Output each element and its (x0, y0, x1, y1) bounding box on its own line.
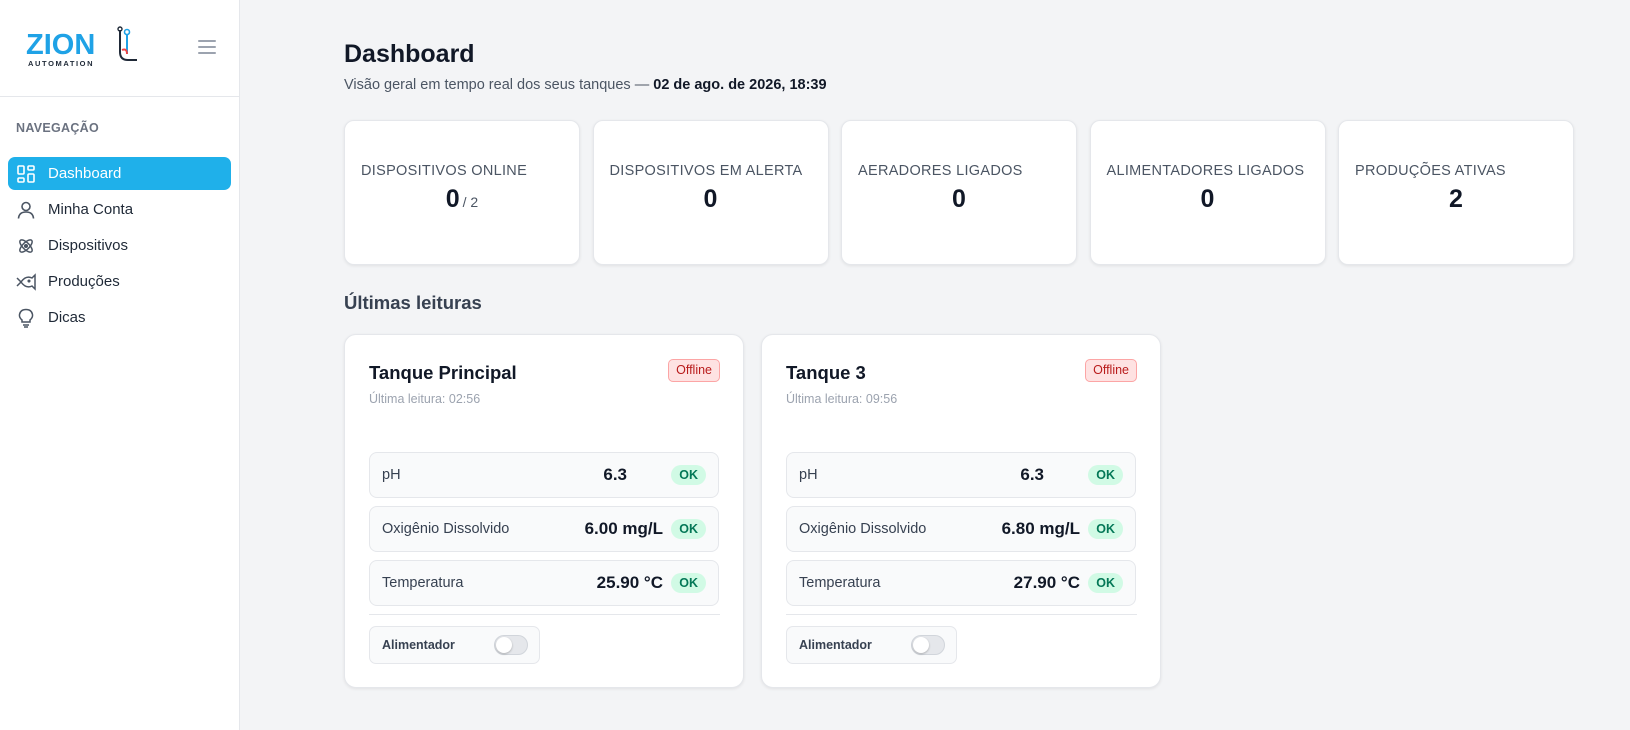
stats-row: DISPOSITIVOS ONLINE 0/ 2 DISPOSITIVOS EM… (344, 120, 1574, 265)
feeder-toggle[interactable] (494, 635, 528, 655)
reading-value: 6.00 mg/L (584, 519, 663, 538)
fish-icon (16, 272, 36, 292)
atom-icon (16, 236, 36, 256)
nav-section-title: NAVEGAÇÃO (16, 121, 100, 135)
sidebar-item-label: Minha Conta (48, 201, 134, 218)
sidebar-item-label: Produções (48, 273, 120, 290)
stat-card-aeradores-ligados: AERADORES LIGADOS 0 (841, 120, 1077, 265)
hook-icon (117, 26, 137, 61)
reading-label: Oxigênio Dissolvido (799, 521, 927, 537)
reading-value: 6.3 (1020, 465, 1044, 484)
logo-tagline: AUTOMATION (28, 59, 95, 68)
stat-card-producoes-ativas: PRODUÇÕES ATIVAS 2 (1338, 120, 1574, 265)
status-badge-offline: Offline (1085, 359, 1137, 382)
last-reading-time: Última leitura: 02:56 (369, 392, 481, 406)
reading-row-ph: pH 6.3 OK (786, 452, 1136, 498)
feeder-label: Alimentador (799, 638, 872, 652)
tank-name: Tanque Principal (369, 362, 517, 383)
divider (369, 614, 720, 615)
stat-label: ALIMENTADORES LIGADOS (1106, 163, 1305, 179)
stat-number: 0 (445, 185, 460, 213)
status-badge-ok: OK (671, 573, 706, 593)
sidebar-item-label: Dicas (48, 309, 86, 326)
status-badge-ok: OK (1088, 573, 1123, 593)
section-title-ultimas-leituras: Últimas leituras (344, 292, 482, 313)
stat-value: 2 (1449, 185, 1463, 213)
reading-row-oxigenio: Oxigênio Dissolvido 6.80 mg/L OK (786, 506, 1136, 552)
reading-label: pH (799, 467, 818, 483)
reading-value: 6.80 mg/L (1001, 519, 1080, 538)
stat-label: DISPOSITIVOS EM ALERTA (609, 163, 803, 179)
stat-value: 0/ 2 (345, 185, 579, 214)
status-badge-ok: OK (671, 465, 706, 485)
stat-value: 0 (1200, 185, 1215, 213)
user-icon (16, 200, 36, 220)
reading-row-temperatura: Temperatura 25.90 °C OK (369, 560, 719, 606)
reading-label: Temperatura (382, 575, 464, 591)
sidebar-item-producoes[interactable]: Produções (8, 265, 231, 298)
page-title: Dashboard (344, 40, 475, 68)
sidebar: ZION AUTOMATION NAVEGAÇÃO Dashboard (0, 0, 240, 730)
zion-logo[interactable]: ZION AUTOMATION (26, 26, 138, 70)
tank-card[interactable]: Tanque 3 Offline Última leitura: 09:56 p… (761, 334, 1161, 688)
stat-card-alimentadores-ligados: ALIMENTADORES LIGADOS 0 (1089, 120, 1326, 265)
reading-label: Oxigênio Dissolvido (382, 521, 510, 537)
toggle-knob (496, 637, 512, 653)
sidebar-item-dicas[interactable]: Dicas (8, 301, 231, 334)
stat-label: PRODUÇÕES ATIVAS (1355, 163, 1506, 179)
tank-card[interactable]: Tanque Principal Offline Última leitura:… (344, 334, 744, 688)
sidebar-item-dashboard[interactable]: Dashboard (8, 157, 231, 190)
stat-value: 0 (703, 185, 718, 213)
reading-value: 25.90 °C (596, 573, 663, 592)
sidebar-item-minha-conta[interactable]: Minha Conta (8, 193, 231, 226)
toggle-knob (913, 637, 929, 653)
logo-wordmark: ZION (26, 29, 96, 61)
status-badge-offline: Offline (668, 359, 720, 382)
reading-label: pH (382, 467, 401, 483)
reading-value: 27.90 °C (1013, 573, 1080, 592)
menu-toggle-icon[interactable] (198, 40, 216, 54)
tank-cards: Tanque Principal Offline Última leitura:… (344, 334, 1161, 688)
reading-row-oxigenio: Oxigênio Dissolvido 6.00 mg/L OK (369, 506, 719, 552)
stat-total: / 2 (462, 194, 479, 210)
dashboard-icon (16, 164, 36, 184)
stat-label: AERADORES LIGADOS (858, 163, 1023, 179)
status-badge-ok: OK (1088, 519, 1123, 539)
sidebar-item-label: Dispositivos (48, 237, 129, 254)
sidebar-item-dispositivos[interactable]: Dispositivos (8, 229, 231, 262)
stat-value: 0 (952, 185, 966, 213)
feeder-label: Alimentador (382, 638, 455, 652)
status-badge-ok: OK (1088, 465, 1123, 485)
page-subtitle: Visão geral em tempo real dos seus tanqu… (344, 77, 827, 93)
sidebar-nav: Dashboard Minha Conta Dispositivos (8, 157, 231, 337)
tank-name: Tanque 3 (786, 362, 866, 383)
sidebar-item-label: Dashboard (48, 165, 122, 182)
feeder-control: Alimentador (786, 626, 957, 664)
feeder-toggle[interactable] (911, 635, 945, 655)
stat-card-dispositivos-alerta: DISPOSITIVOS EM ALERTA 0 (592, 120, 829, 265)
lightbulb-icon (16, 308, 36, 328)
current-datetime: 02 de ago. de 2026, 18:39 (653, 77, 827, 93)
reading-row-ph: pH 6.3 OK (369, 452, 719, 498)
reading-value: 6.3 (603, 465, 627, 484)
divider (786, 614, 1137, 615)
subtitle-text: Visão geral em tempo real dos seus tanqu… (344, 77, 650, 93)
feeder-control: Alimentador (369, 626, 540, 664)
reading-label: Temperatura (799, 575, 881, 591)
stat-label: DISPOSITIVOS ONLINE (361, 163, 528, 179)
sidebar-header: ZION AUTOMATION (0, 0, 239, 97)
status-badge-ok: OK (671, 519, 706, 539)
reading-row-temperatura: Temperatura 27.90 °C OK (786, 560, 1136, 606)
stat-card-dispositivos-online: DISPOSITIVOS ONLINE 0/ 2 (344, 120, 580, 265)
last-reading-time: Última leitura: 09:56 (786, 392, 898, 406)
